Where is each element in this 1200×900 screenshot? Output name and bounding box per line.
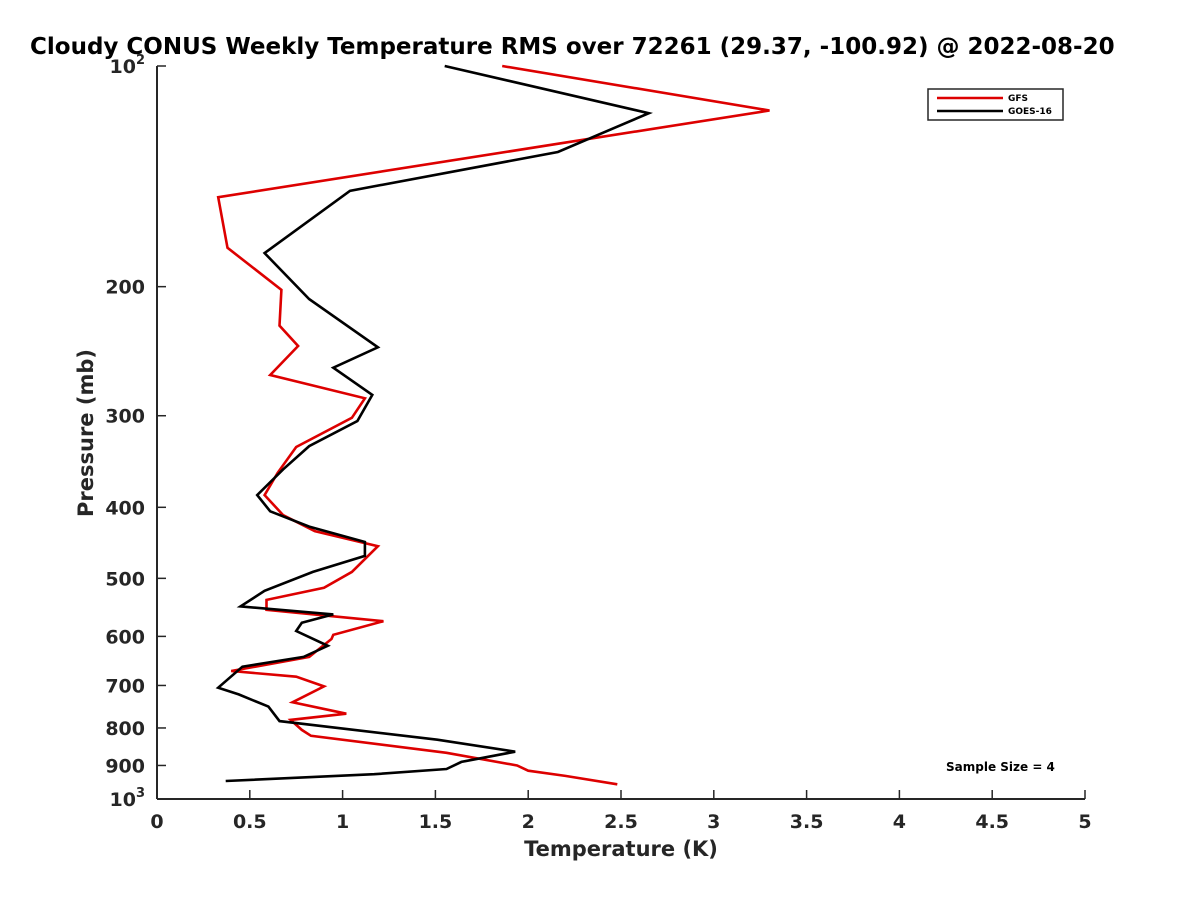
legend-label-gfs: GFS (1008, 94, 1028, 104)
sample-size-annotation: Sample Size = 4 (946, 760, 1055, 774)
series-line-goes-16 (215, 64, 653, 783)
x-tick-label: 0 (150, 811, 163, 833)
y-ticks-layer: 102 200 300 400 500 600 700 800 900 103 (105, 53, 166, 811)
y-tick-label: 300 (105, 406, 145, 428)
series-line-gfs (216, 64, 770, 786)
y-tick-label: 200 (105, 277, 145, 299)
legend: GFS GOES-16 (927, 88, 1064, 121)
legend-label-goes-16: GOES-16 (1008, 107, 1052, 117)
x-tick-label: 3.5 (790, 811, 824, 833)
y-tick-label: 700 (105, 675, 145, 697)
series-lines-layer (215, 64, 770, 786)
legend-box (927, 88, 1064, 121)
chart-title: Cloudy CONUS Weekly Temperature RMS over… (30, 34, 1115, 60)
axes-layer (156, 66, 1085, 800)
y-tick-label: 900 (105, 755, 145, 777)
y-tick-label: 600 (105, 626, 145, 648)
y-tick-label: 500 (105, 568, 145, 590)
x-tick-label: 5 (1078, 811, 1091, 833)
x-ticks-layer: 0 0.5 1 1.5 2 2.5 3 3.5 4 4.5 5 (150, 790, 1092, 833)
x-tick-label: 4 (893, 811, 906, 833)
x-tick-label: 2 (522, 811, 535, 833)
x-axis-label: Temperature (K) (524, 837, 718, 861)
x-tick-label: 1.5 (419, 811, 453, 833)
y-tick-label: 400 (105, 497, 145, 519)
y-axis-label: Pressure (mb) (74, 349, 98, 517)
y-tick-label: 800 (105, 718, 145, 740)
x-tick-label: 4.5 (975, 811, 1009, 833)
y-tick-label: 102 (110, 53, 146, 78)
y-tick-label: 103 (110, 786, 146, 811)
x-tick-label: 2.5 (604, 811, 638, 833)
x-tick-label: 3 (707, 811, 720, 833)
x-tick-label: 1 (336, 811, 349, 833)
x-tick-label: 0.5 (233, 811, 267, 833)
